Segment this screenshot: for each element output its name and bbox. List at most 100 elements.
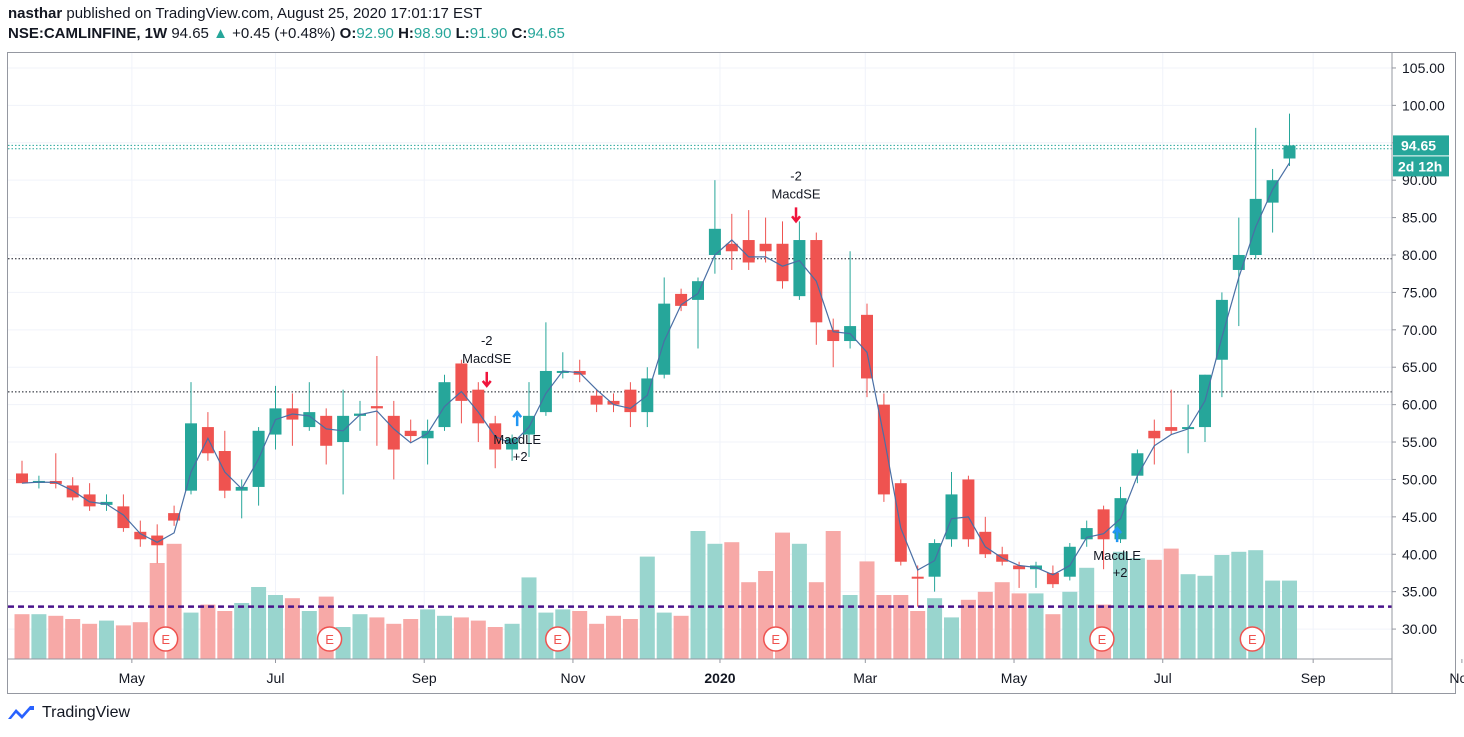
volume-bar (284, 598, 300, 659)
candle (556, 352, 569, 379)
volume-bar (487, 627, 503, 659)
volume-bar (707, 543, 723, 659)
candle (911, 565, 924, 607)
high-value: 98.90 (413, 25, 452, 42)
moving-average-line (21, 162, 1291, 576)
volume-bar (200, 604, 216, 659)
earnings-marker-label: E (1098, 632, 1107, 647)
earnings-marker-circle (762, 626, 789, 652)
candle (861, 303, 873, 398)
volume-bar (1180, 574, 1196, 659)
candle (1283, 113, 1296, 166)
volume-bar (927, 598, 943, 659)
y-axis-tick-label: 85.00 (1402, 210, 1437, 226)
earnings-marker: E (152, 626, 179, 652)
candle (708, 180, 721, 274)
candle (759, 217, 772, 263)
chart-frame[interactable] (7, 52, 1456, 694)
candle (1165, 389, 1178, 435)
sell-signal: -2 MacdSE (771, 168, 821, 224)
footer-brand[interactable]: TradingView (6, 703, 130, 723)
candle-body (320, 415, 333, 446)
candle (1013, 561, 1026, 588)
candle-body (675, 293, 688, 306)
x-axis-tick-label: Sep (1301, 670, 1326, 686)
candle (100, 494, 113, 511)
candle-body (776, 243, 789, 282)
volume-bar (741, 582, 757, 659)
volume-bar (606, 615, 621, 659)
sell-arrow-icon (791, 207, 801, 224)
y-axis-tick-label: 65.00 (1402, 359, 1437, 375)
candle (83, 483, 96, 511)
y-axis-tick-label: 40.00 (1402, 546, 1437, 562)
candle-body (387, 415, 400, 450)
change-arrow-icon: ▲ (213, 25, 228, 42)
candle (370, 356, 383, 446)
candle (303, 382, 316, 431)
candle (1030, 561, 1042, 588)
y-axis-tick-label: 80.00 (1402, 247, 1437, 263)
candle-body (861, 314, 873, 379)
earnings-marker: E (544, 626, 571, 652)
volume-bar (352, 614, 368, 659)
candle-body (877, 404, 890, 495)
earnings-marker: E (1239, 626, 1266, 652)
y-axis-tick-label: 70.00 (1402, 322, 1437, 338)
candle-body (539, 370, 552, 413)
candle-body (725, 243, 738, 252)
candle-body (962, 479, 975, 540)
candle-body (404, 430, 417, 437)
volume-bar (1265, 580, 1281, 659)
candle-body (607, 400, 620, 405)
countdown-tag (1393, 156, 1449, 177)
signal-qty: +2 (1113, 565, 1128, 580)
y-axis-tick-label: 45.00 (1402, 509, 1437, 525)
candle (117, 494, 130, 532)
candle-body (1165, 427, 1178, 431)
earnings-marker: E (762, 626, 789, 652)
candle (827, 318, 840, 368)
y-axis-tick-label: 50.00 (1402, 471, 1437, 487)
volume-bar (470, 620, 486, 659)
candle-body (979, 531, 992, 555)
volume-bar (234, 603, 250, 659)
candle (49, 453, 62, 489)
publisher-username[interactable]: nasthar (8, 5, 63, 22)
volume-bar (1197, 575, 1213, 659)
candle (438, 374, 451, 431)
x-axis-tick-label: Nov (560, 670, 585, 686)
countdown-label: 2d 12h (1398, 158, 1442, 174)
candle-body (83, 494, 96, 507)
signal-label: MacdLE (493, 432, 541, 447)
candle (286, 393, 299, 446)
plot-area: E E E E E E -2 MacdSE MacdLE +2 -2 MacdSE MacdLE +2 (8, 53, 1392, 659)
earnings-marker-label: E (771, 632, 780, 647)
publish-info: nasthar published on TradingView.com, Au… (8, 5, 482, 22)
candle-body (370, 406, 383, 409)
open-label: O: (339, 25, 357, 42)
tradingview-logo-icon (8, 706, 34, 719)
candle-body (1283, 145, 1296, 159)
volume-bar (14, 614, 30, 659)
candle-body (1131, 453, 1144, 476)
candle (320, 408, 333, 465)
candle (692, 277, 704, 349)
x-axis-tick-label: Sep (412, 670, 437, 686)
candle (1232, 217, 1245, 327)
earnings-marker-circle (544, 626, 571, 652)
y-axis-tick-label: 75.00 (1402, 284, 1437, 300)
candle (387, 400, 400, 480)
symbol-name[interactable]: NSE:CAMLINFINE, 1W (8, 25, 168, 42)
volume-bar (521, 577, 537, 659)
candle-body (1215, 299, 1228, 360)
last-price: 94.65 (171, 25, 209, 42)
candle-body (472, 389, 485, 424)
volume-bar (1129, 558, 1145, 659)
volume-bar (572, 611, 588, 659)
candle (658, 277, 671, 379)
volume-bar (217, 611, 233, 659)
price-change: +0.45 (+0.48%) (232, 25, 336, 42)
volume-bar (656, 612, 672, 659)
